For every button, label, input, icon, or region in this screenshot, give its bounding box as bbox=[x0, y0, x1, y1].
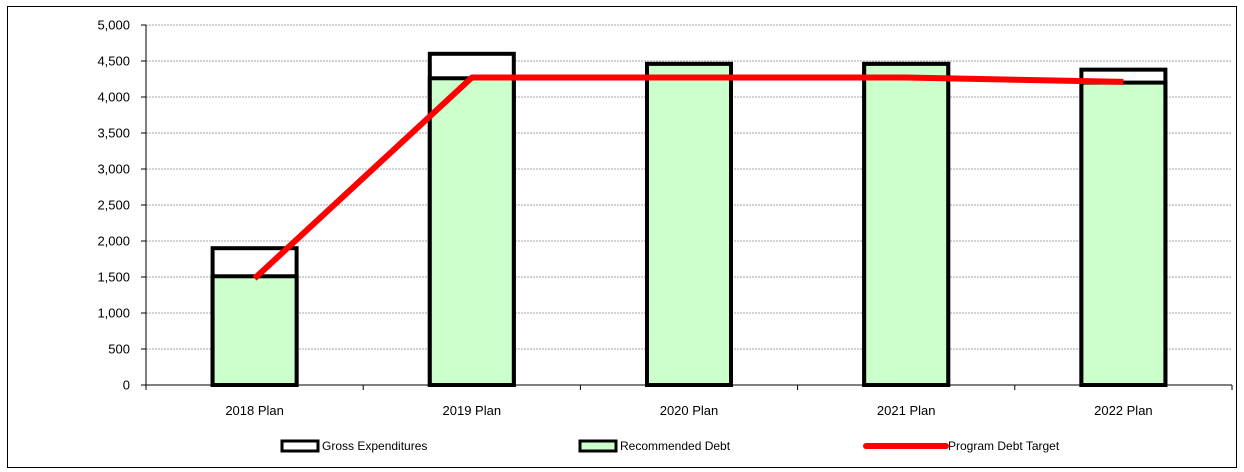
recommended-debt-bar bbox=[645, 61, 733, 387]
legend-swatch-recommended-debt bbox=[578, 439, 618, 453]
target-line bbox=[252, 74, 1124, 281]
y-tick-label: 3,500 bbox=[97, 126, 130, 141]
recommended-debt-bar bbox=[862, 61, 951, 387]
y-tick-label: 500 bbox=[108, 342, 130, 357]
x-tick-label: 2018 Plan bbox=[225, 403, 284, 418]
y-tick-label: 0 bbox=[123, 378, 130, 393]
gridlines bbox=[146, 24, 1232, 350]
axes: 0 500 1,000 1,500 2,000 2,500 3,000 3,500 4,000 4… bbox=[97, 18, 1233, 418]
x-tick-label: 2020 Plan bbox=[660, 403, 719, 418]
y-tick-label: 4,000 bbox=[97, 90, 130, 105]
recommended-debt-bar bbox=[427, 76, 516, 387]
y-tick-label: 2,500 bbox=[97, 198, 130, 213]
y-tick-label: 3,000 bbox=[97, 162, 130, 177]
y-tick-label: 1,000 bbox=[97, 306, 130, 321]
y-tick-label: 5,000 bbox=[97, 18, 130, 33]
bars bbox=[210, 51, 1168, 388]
legend-swatch-gross-expenditures bbox=[280, 439, 320, 453]
legend-label: Program Debt Target bbox=[948, 439, 1060, 453]
legend-label: Recommended Debt bbox=[620, 439, 731, 453]
recommended-debt-bar bbox=[210, 274, 299, 387]
x-tick-label: 2021 Plan bbox=[877, 403, 936, 418]
legend: Gross Expenditures Recommended Debt Progra… bbox=[280, 439, 1060, 453]
x-tick-label: 2019 Plan bbox=[443, 403, 502, 418]
y-tick-label: 4,500 bbox=[97, 54, 130, 69]
recommended-debt-bar bbox=[1079, 80, 1168, 387]
y-tick-label: 2,000 bbox=[97, 234, 130, 249]
x-tick-label: 2022 Plan bbox=[1094, 403, 1153, 418]
y-tick-label: 1,500 bbox=[97, 270, 130, 285]
legend-label: Gross Expenditures bbox=[322, 439, 427, 453]
